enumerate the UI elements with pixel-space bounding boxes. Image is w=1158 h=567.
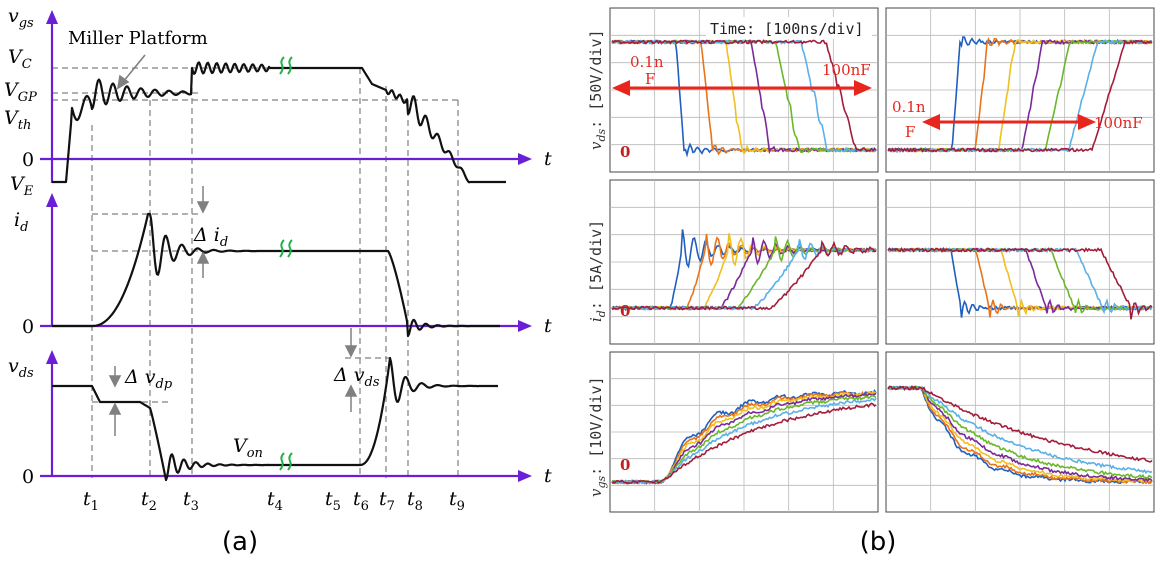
vds-scale-label: vds: [50V/div] [587, 29, 608, 150]
time-guide-lines [91, 68, 459, 478]
right-big-cap-label: 100nF [1094, 114, 1143, 132]
vc-label: VC [8, 46, 32, 72]
vgp-label: VGP [4, 79, 37, 105]
vds-waveform [51, 356, 499, 482]
zero-label-id: 0 [22, 316, 34, 338]
right-small-cap-label: 0.1n [892, 98, 926, 116]
vds-axis-label: vds [8, 355, 34, 381]
time-label-t2: t2 [141, 488, 157, 514]
scope-id-turn-off [885, 179, 1155, 345]
left-big-cap-label: 100nF [822, 61, 871, 79]
zero-label-vgs: 0 [22, 149, 34, 171]
scope-trace [887, 385, 1153, 463]
scope-trace [887, 385, 1153, 474]
id-zero-marker: 0 [620, 302, 630, 320]
vth-label: Vth [4, 107, 31, 133]
scope-trace [887, 39, 1153, 153]
id-axis-label: id [14, 209, 28, 235]
delta-vds-label: Δ vds [333, 364, 380, 390]
vgs-waveform [51, 61, 507, 184]
t-axis-label-vgs: t [544, 148, 552, 170]
scope-trace [611, 239, 877, 312]
vds-zero-marker: 0 [620, 143, 630, 161]
id-waveform [51, 212, 501, 338]
panel-a: vgs VC VGP Vth VE id vds t t t Δ id Δ vd… [4, 5, 552, 557]
level-guide-lines [52, 67, 458, 403]
zero-label-vds: 0 [22, 466, 34, 488]
scope-trace [887, 385, 1153, 480]
vgs-scale-label: vgs: [10V/div] [587, 376, 608, 497]
t-axis-label-id: t [544, 315, 552, 337]
time-label-t6: t6 [353, 488, 369, 514]
delta-vdp-label: Δ vdp [124, 366, 173, 392]
panel-b: vds: [50V/div] id: [5A/div] vgs: [10V/di… [587, 7, 1155, 557]
left-small-cap-label: 0.1n [630, 53, 664, 71]
caption-a: (a) [222, 527, 258, 557]
vgs-zero-marker: 0 [620, 456, 630, 474]
vgs-axes [40, 10, 532, 183]
scope-vds-turn-off [885, 7, 1155, 173]
scope-vgs-turn-on [609, 351, 879, 513]
time-label-t4: t4 [267, 488, 283, 514]
time-label-t8: t8 [407, 488, 423, 514]
scope-trace [887, 385, 1153, 483]
time-label-t5: t5 [325, 488, 341, 514]
time-label-box [706, 17, 872, 39]
t-axis-label-vds: t [544, 465, 552, 487]
scope-vgs-turn-off [885, 351, 1155, 513]
break-marks [279, 56, 293, 471]
left-small-cap-unit: F [645, 70, 655, 88]
time-label-t1: t1 [83, 488, 99, 514]
caption-b: (b) [860, 527, 897, 557]
scope-id-turn-on [609, 179, 879, 345]
scope-trace [611, 397, 877, 485]
scope-trace [887, 39, 1153, 153]
time-labels: t1 t2 t3 t4 t5 t6 t7 t8 t9 [83, 488, 465, 514]
vds-axes [40, 350, 532, 482]
right-small-cap-unit: F [905, 123, 915, 141]
left-sweep-annotation: 0.1n F 100nF [612, 53, 872, 96]
vgs-axis-label: vgs [8, 5, 34, 31]
time-scale-label: Time: [100ns/div] [710, 20, 864, 38]
miller-arrow [116, 54, 146, 90]
delta-id-label: Δ id [193, 224, 228, 250]
delta-vds-arrows [344, 328, 358, 412]
scope-trace [887, 246, 1153, 320]
von-label: Von [233, 435, 263, 461]
scope-trace [611, 38, 877, 152]
id-scale-label: id: [5A/div] [587, 220, 608, 322]
scope-trace [887, 385, 1153, 485]
time-label-t3: t3 [183, 488, 199, 514]
right-sweep-annotation: 0.1n F 100nF [892, 98, 1143, 141]
ve-label: VE [10, 173, 34, 199]
scope-trace [611, 402, 877, 485]
delta-id-arrows [196, 186, 210, 278]
scope-trace [611, 239, 877, 311]
time-label-t9: t9 [449, 488, 465, 514]
miller-platform-label: Miller Platform [68, 28, 208, 49]
delta-vdp-arrows [108, 366, 122, 436]
time-label-t7: t7 [379, 488, 395, 514]
